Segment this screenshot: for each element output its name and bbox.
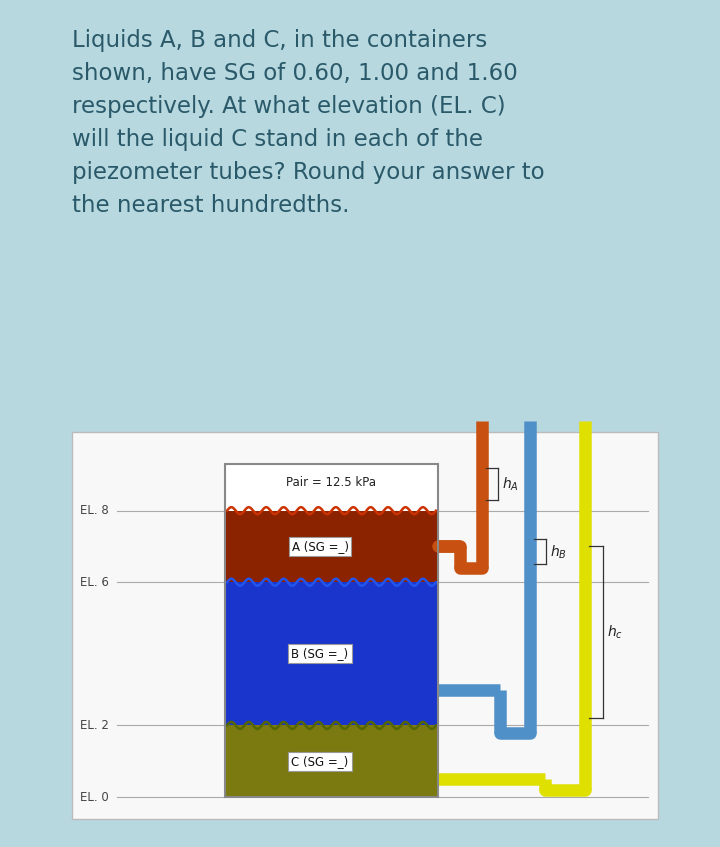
Bar xyxy=(225,511,438,582)
Text: EL. 0: EL. 0 xyxy=(80,790,109,804)
Bar xyxy=(225,464,438,797)
Text: EL. 6: EL. 6 xyxy=(80,576,109,589)
Bar xyxy=(225,464,438,511)
Text: A (SG =_): A (SG =_) xyxy=(292,540,348,553)
Text: Liquids A, B and C, in the containers
shown, have SG of 0.60, 1.00 and 1.60
resp: Liquids A, B and C, in the containers sh… xyxy=(72,29,544,217)
Bar xyxy=(72,432,658,819)
Text: C (SG =_): C (SG =_) xyxy=(292,755,348,767)
Text: Pair = 12.5 kPa: Pair = 12.5 kPa xyxy=(287,475,377,489)
Text: $h_A$: $h_A$ xyxy=(502,475,519,493)
Bar xyxy=(225,582,438,725)
Text: B (SG =_): B (SG =_) xyxy=(292,647,348,661)
Bar xyxy=(225,725,438,797)
Text: EL. 2: EL. 2 xyxy=(80,719,109,732)
Text: EL. 8: EL. 8 xyxy=(80,504,109,518)
Text: $h_c$: $h_c$ xyxy=(607,623,623,641)
Text: $h_B$: $h_B$ xyxy=(550,543,567,561)
Bar xyxy=(225,464,438,797)
